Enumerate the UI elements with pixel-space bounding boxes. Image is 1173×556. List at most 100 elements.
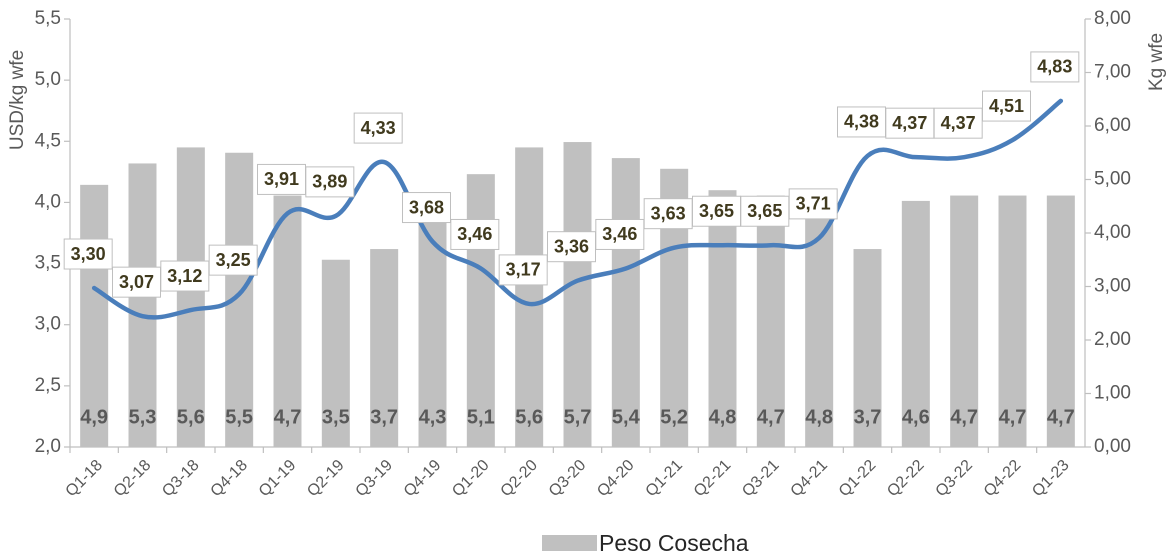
- bar-value-label: 5,7: [564, 406, 592, 428]
- y2-tick-label: 2,00: [1094, 329, 1131, 350]
- y2-tick-label: 6,00: [1094, 115, 1131, 136]
- x-tick-label: Q2-20: [498, 457, 542, 501]
- bar: [80, 184, 109, 447]
- x-tick-label: Q2-22: [884, 457, 928, 501]
- line-value-label: 3,89: [312, 172, 347, 192]
- bar-value-label: 4,7: [757, 406, 785, 428]
- bar: [950, 195, 979, 447]
- y-axis-title: USD/kg wfe: [7, 50, 28, 150]
- bar: [998, 195, 1027, 447]
- x-tick-label: Q4-21: [788, 457, 832, 501]
- bar-value-label: 5,4: [612, 406, 641, 428]
- line-label-box: [498, 254, 548, 286]
- x-tick-label: Q1-21: [643, 457, 687, 501]
- line-value-label: 3,30: [71, 244, 106, 264]
- bar-value-label: 4,7: [1047, 406, 1075, 428]
- y2-tick-label: 8,00: [1094, 8, 1131, 29]
- bar: [901, 200, 930, 447]
- x-tick-label: Q3-21: [739, 457, 783, 501]
- line-label-box: [885, 107, 935, 139]
- x-tick-label: Q2-21: [691, 457, 735, 501]
- line-label-box: [112, 266, 161, 298]
- bar-value-label: 4,3: [419, 406, 447, 428]
- line-label-box: [643, 198, 693, 230]
- line-value-label: 3,07: [119, 272, 154, 292]
- y-tick-label: 2,5: [35, 375, 61, 396]
- y2-tick-label: 1,00: [1094, 383, 1131, 404]
- line: [91, 98, 1064, 320]
- y-tick-label: 3,0: [35, 314, 61, 335]
- line-value-label: 3,63: [651, 203, 686, 223]
- line-value-label: 3,91: [264, 169, 299, 189]
- y2-tick-label: 5,00: [1094, 169, 1131, 190]
- y-tick-label: 3,5: [35, 253, 61, 274]
- x-tick-label: Q3-20: [546, 457, 590, 501]
- bar-value-label: 4,7: [274, 406, 302, 428]
- line-value-label: 4,38: [844, 112, 879, 132]
- line-value-label: 3,71: [796, 194, 831, 214]
- bar-value-label: 4,8: [709, 406, 737, 428]
- x-tick-label: Q1-19: [256, 457, 300, 501]
- bar: [176, 147, 205, 447]
- y2-tick-label: 0,00: [1094, 436, 1131, 457]
- line-label-box: [982, 90, 1031, 122]
- x-tick-label: Q1-22: [836, 457, 880, 501]
- y-tick-label: 4,0: [35, 191, 61, 212]
- x-tick-label: Q3-18: [159, 457, 203, 501]
- x-tick-label: Q4-18: [208, 457, 252, 501]
- line-label-box: [1030, 51, 1080, 83]
- line-value-label: 3,68: [409, 197, 444, 217]
- bar-value-label: 5,2: [660, 406, 688, 428]
- line-label-box: [547, 231, 596, 263]
- bar: [273, 195, 302, 447]
- line-label-box: [788, 188, 838, 220]
- bar-value-label: 3,5: [322, 406, 350, 428]
- line-label-box: [353, 112, 403, 144]
- bar-value-label: 4,7: [999, 406, 1027, 428]
- line-value-label: 3,36: [554, 236, 589, 256]
- line-label-box: [208, 244, 258, 276]
- line-label-box: [933, 107, 983, 139]
- bar: [805, 190, 834, 447]
- y2-tick-label: 4,00: [1094, 222, 1131, 243]
- bar-value-label: 5,1: [467, 406, 495, 428]
- line-value-label: 3,46: [602, 224, 637, 244]
- x-tick-label: Q3-22: [933, 457, 977, 501]
- bar: [611, 158, 640, 447]
- line-value-label: 4,51: [989, 96, 1024, 116]
- y-tick-label: 5,5: [35, 8, 61, 29]
- line-label-box: [595, 218, 645, 250]
- x-tick-label: Q1-20: [449, 457, 493, 501]
- bar-value-label: 4,9: [80, 406, 108, 428]
- line-label-box: [402, 192, 451, 224]
- line-value-label: 3,12: [167, 266, 202, 286]
- bar-value-label: 5,3: [129, 406, 157, 428]
- x-tick-label: Q1-18: [63, 457, 107, 501]
- line-value-label: 3,65: [747, 201, 782, 221]
- bar-value-label: 3,7: [854, 406, 882, 428]
- bar-value-label: 5,6: [515, 406, 543, 428]
- y2-tick-label: 7,00: [1094, 62, 1131, 83]
- bar-value-label: 4,6: [902, 406, 930, 428]
- line-value-label: 4,83: [1037, 57, 1072, 77]
- line-label-box: [160, 260, 210, 292]
- line-value-label: 3,25: [216, 250, 251, 270]
- bar: [708, 190, 737, 447]
- legend-label: Peso Cosecha: [599, 530, 749, 556]
- x-tick-label: Q2-18: [111, 457, 155, 501]
- line-label-box: [63, 238, 113, 270]
- bar: [563, 142, 592, 448]
- line-value-label: 3,65: [699, 201, 734, 221]
- line-label-box: [837, 106, 886, 138]
- y2-axis-title: Kg wfe: [1146, 33, 1167, 91]
- line-value-label: 4,37: [941, 113, 976, 133]
- x-tick-label: Q2-19: [304, 457, 348, 501]
- line-value-label: 3,17: [506, 260, 541, 280]
- bar: [370, 249, 399, 447]
- line-label-box: [692, 195, 741, 227]
- bar-value-label: 3,7: [370, 406, 398, 428]
- bar-value-label: 5,5: [225, 406, 253, 428]
- x-tick-label: Q3-19: [353, 457, 397, 501]
- x-tick-label: Q4-19: [401, 457, 445, 501]
